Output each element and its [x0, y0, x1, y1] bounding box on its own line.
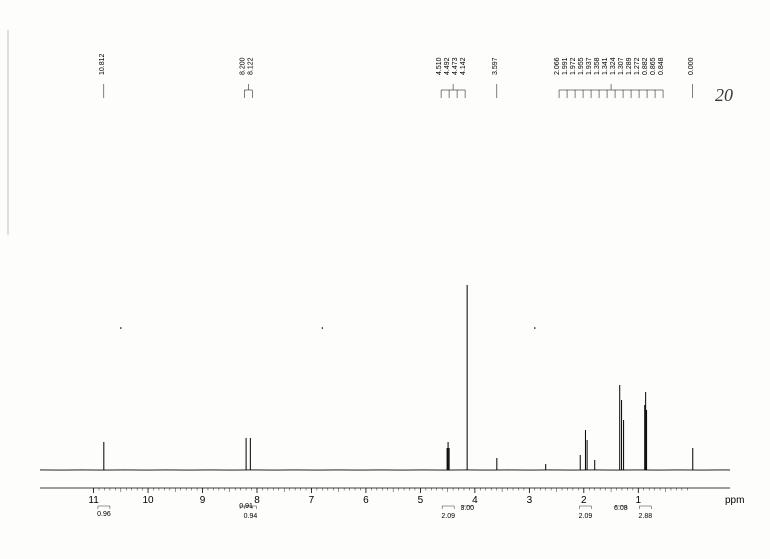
- x-axis-unit: ppm: [725, 495, 744, 506]
- peak-label: 4.473: [452, 57, 459, 75]
- integral-value: 2.88: [639, 513, 653, 520]
- integral-value: 6.08: [614, 505, 628, 512]
- peak-label: 0.882: [642, 57, 649, 75]
- peak-label: 4.142: [460, 57, 467, 75]
- x-tick-label: 8: [254, 495, 260, 506]
- integral-value: 2.09: [441, 513, 455, 520]
- peak-label: 1.272: [634, 57, 641, 75]
- page-annotation: 20: [715, 85, 733, 106]
- integral-value: 2.09: [579, 513, 593, 520]
- x-tick-label: 3: [527, 495, 533, 506]
- x-tick-label: 9: [200, 495, 206, 506]
- peak-label: 1.289: [626, 57, 633, 75]
- peak-label: 1.307: [618, 57, 625, 75]
- x-tick-label: 1: [636, 495, 642, 506]
- peak-label: 8.200: [239, 57, 246, 75]
- plot-bg: [0, 0, 770, 559]
- integral-value: 3.00: [460, 505, 474, 512]
- peak-label: 0.865: [650, 57, 657, 75]
- x-tick-label: 11: [88, 495, 99, 506]
- peak-label: 1.341: [602, 57, 609, 75]
- integral-value: 0.96: [97, 511, 111, 518]
- x-tick-label: 5: [418, 495, 424, 506]
- integral-value: 0.94: [244, 513, 258, 520]
- nmr-plot-svg: 1110987654321ppm10.8128.2008.1224.5104.4…: [0, 0, 770, 559]
- peak-label: 3.597: [492, 57, 499, 75]
- peak-label: 1.937: [586, 57, 593, 75]
- artifact-dot: [534, 327, 536, 329]
- peak-label: 1.955: [578, 57, 585, 75]
- x-tick-label: 6: [363, 495, 369, 506]
- peak-label: 1.991: [562, 57, 569, 75]
- peak-label: 8.122: [247, 57, 254, 75]
- peak-label: 4.492: [444, 57, 451, 75]
- peak-label: 4.510: [436, 57, 443, 75]
- peak-label: 1.972: [570, 57, 577, 75]
- peak-label: 1.358: [594, 57, 601, 75]
- peak-label: 0.848: [658, 57, 665, 75]
- nmr-spectrum-container: { "chart": { "type": "nmr-spectrum", "ba…: [0, 0, 770, 559]
- x-tick-label: 10: [142, 495, 154, 506]
- artifact-dot: [322, 327, 324, 329]
- peak-label: 1.324: [610, 57, 617, 75]
- peak-label: 10.812: [99, 53, 106, 75]
- artifact-dot: [120, 327, 122, 329]
- peak-label: 2.066: [554, 57, 561, 75]
- x-tick-label: 2: [581, 495, 587, 506]
- x-tick-label: 7: [309, 495, 315, 506]
- peak-label: 0.000: [688, 57, 695, 75]
- integral-value: 0.91: [239, 503, 253, 510]
